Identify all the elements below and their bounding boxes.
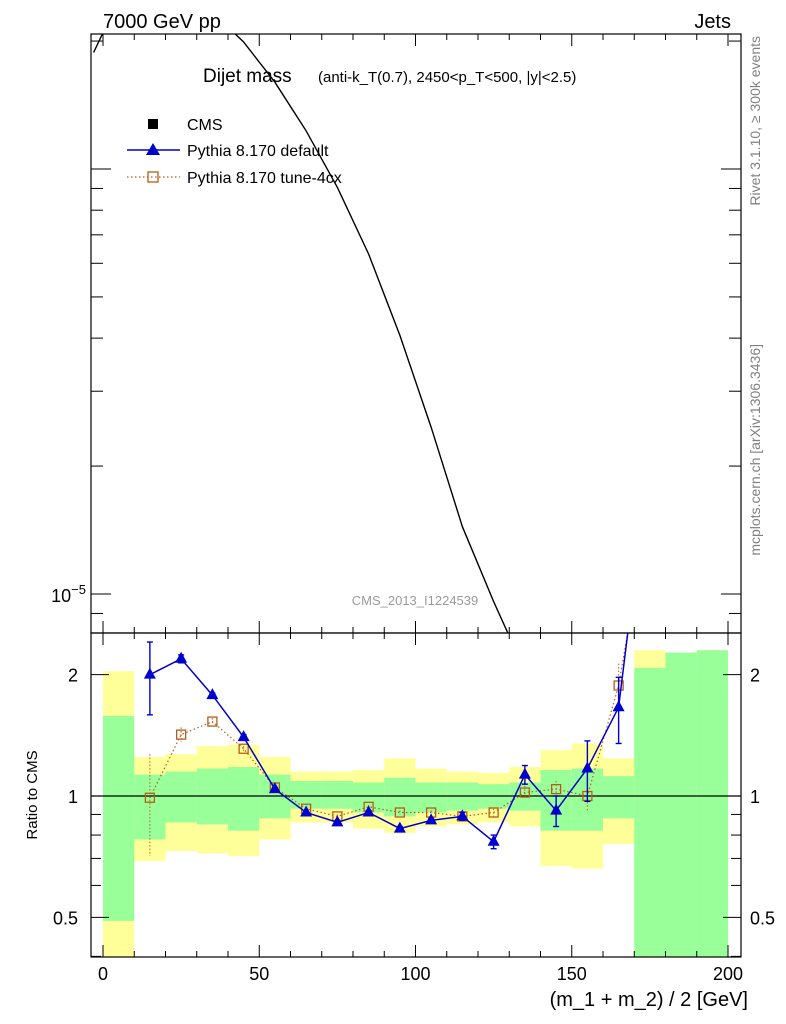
pythia-default-point bbox=[206, 688, 219, 700]
pythia-default-point bbox=[550, 803, 563, 815]
tune-4cx-point bbox=[207, 716, 218, 727]
y-axis-label: Ratio to CMS bbox=[24, 750, 41, 839]
legend-label: CMS bbox=[187, 117, 223, 134]
tune-4cx-point bbox=[488, 807, 499, 818]
pythia-default-point bbox=[612, 700, 625, 712]
y-tick-label-right: 2 bbox=[750, 666, 760, 686]
uncertainty-band-inner bbox=[603, 776, 635, 819]
uncertainty-band-inner bbox=[384, 777, 416, 817]
tune-4cx-point bbox=[238, 743, 249, 754]
main-y-tick-label: 10−5 bbox=[51, 582, 86, 606]
uncertainty-band-inner bbox=[103, 715, 135, 921]
main-panel: 10−5 Dijet mass (anti-k_T(0.7), 2450<p_T… bbox=[51, 33, 742, 634]
tune-4cx-point bbox=[394, 807, 406, 818]
site-label: mcplots.cern.ch [arXiv:1306.3436] bbox=[747, 344, 763, 556]
pythia-default-point bbox=[393, 821, 406, 833]
pythia-default-point bbox=[362, 805, 375, 817]
category-label: Jets bbox=[694, 11, 731, 33]
x-tick-label: 50 bbox=[249, 964, 269, 984]
chart-subtitle: (anti-k_T(0.7), 2450<p_T<500, |y|<2.5) bbox=[318, 69, 576, 86]
tune-4cx-point bbox=[550, 783, 562, 795]
x-axis-label: (m_1 + m_2) / 2 [GeV] bbox=[550, 989, 748, 1011]
uncertainty-band-inner bbox=[165, 771, 197, 823]
pythia-default-point bbox=[487, 834, 500, 846]
y-tick-label-right: 1 bbox=[750, 787, 760, 807]
uncertainty-band-inner bbox=[696, 650, 728, 957]
pythia-default-point bbox=[581, 761, 594, 773]
pythia-default-point bbox=[300, 805, 313, 817]
pythia-default-point bbox=[456, 809, 469, 821]
tune-4cx-point bbox=[175, 729, 187, 740]
y-tick-label-left: 0.5 bbox=[53, 908, 78, 928]
pythia-default-point bbox=[518, 767, 531, 779]
tune-4cx-point bbox=[519, 787, 531, 798]
y-tick-label-right: 0.5 bbox=[750, 908, 775, 928]
pythia-default-point bbox=[425, 813, 438, 825]
chart-title: Dijet mass bbox=[203, 66, 292, 87]
tune-4cx-point bbox=[144, 792, 156, 803]
energy-label: 7000 GeV pp bbox=[103, 11, 221, 33]
uncertainty-band-inner bbox=[228, 767, 260, 831]
legend-default-marker bbox=[146, 143, 160, 155]
uncertainty-band-inner bbox=[321, 780, 353, 809]
uncertainty-band-inner bbox=[665, 652, 697, 957]
x-tick-label: 100 bbox=[400, 964, 430, 984]
x-tick-label: 150 bbox=[557, 964, 587, 984]
analysis-label: CMS_2013_I1224539 bbox=[352, 593, 479, 608]
pythia-default-point bbox=[268, 782, 281, 794]
uncertainty-band-inner bbox=[634, 667, 666, 957]
x-tick-label: 200 bbox=[713, 964, 743, 984]
pythia-default-point bbox=[237, 730, 250, 742]
rivet-label: Rivet 3.1.10, ≥ 300k events bbox=[747, 36, 763, 206]
pythia-default-point bbox=[175, 651, 188, 663]
legend-label: Pythia 8.170 tune-4cx bbox=[187, 170, 342, 187]
legend-label: Pythia 8.170 default bbox=[187, 143, 329, 160]
ratio-panel: 0 50 100 150 200 0.5 0.5 1 1 2 2 Ratio to CMS (m_1… bbox=[24, 632, 775, 1011]
legend: CMS Pythia 8.170 default Pythia 8.170 tune… bbox=[127, 117, 342, 187]
legend-cms-marker bbox=[148, 119, 158, 129]
y-tick-label-left: 2 bbox=[68, 666, 78, 686]
pythia-default-curve bbox=[92, 34, 509, 633]
pythia-default-point bbox=[331, 815, 344, 827]
pythia-default-point bbox=[143, 667, 156, 679]
x-tick-label: 0 bbox=[98, 964, 108, 984]
y-tick-label-left: 1 bbox=[68, 787, 78, 807]
legend-tune-marker bbox=[147, 171, 159, 183]
